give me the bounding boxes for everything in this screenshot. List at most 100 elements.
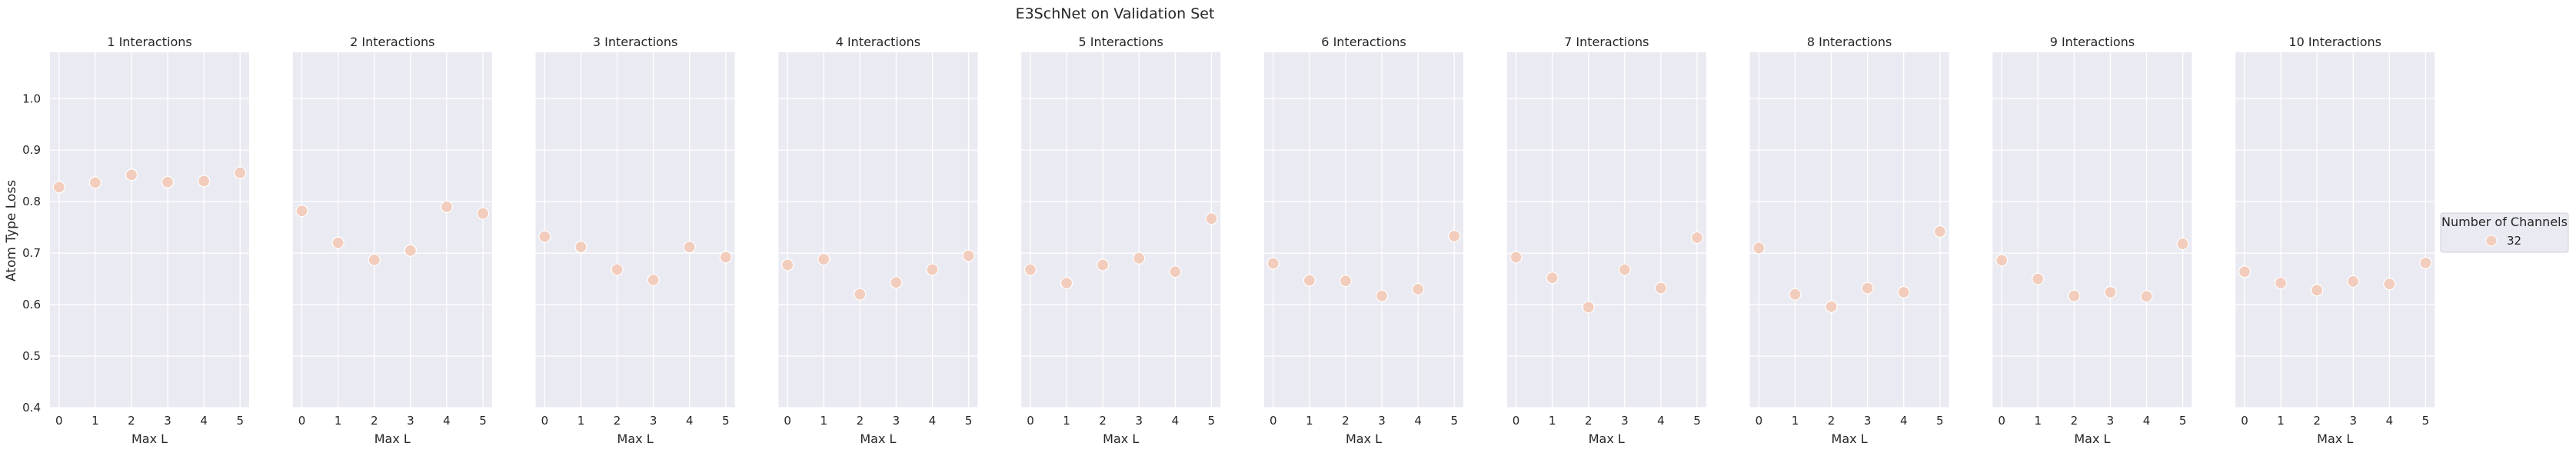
x-tick-label: 5 (479, 414, 487, 428)
legend-entry-label: 32 (2507, 234, 2521, 248)
data-point (440, 200, 454, 213)
x-tick-label: 1 (92, 414, 99, 428)
x-tick-label: 2 (1828, 414, 1835, 428)
data-point (962, 249, 975, 262)
data-point (1861, 281, 1874, 295)
x-axis-label: Max L (860, 431, 896, 446)
x-tick-label: 0 (1027, 414, 1034, 428)
y-tick-label: 0.8 (22, 195, 41, 208)
data-point (295, 205, 308, 218)
facet-panel-10: 10 Interactions 0 1 2 3 4 5 Max L (2235, 35, 2435, 446)
plot-area (1992, 52, 2192, 408)
data-point (1825, 300, 1838, 313)
data-point (1582, 301, 1595, 314)
x-tick-label: 0 (2241, 414, 2248, 428)
data-point (1752, 241, 1766, 255)
plot-area (535, 52, 735, 408)
x-tick-label: 0 (784, 414, 791, 428)
x-tick-label: 0 (1756, 414, 1763, 428)
plot-area (1264, 52, 1463, 408)
x-tick-label: 4 (686, 414, 694, 428)
x-tick-label: 0 (298, 414, 306, 428)
data-point (2347, 275, 2360, 288)
panel-title: 7 Interactions (1564, 35, 1649, 49)
data-point (2032, 272, 2045, 285)
x-tick-label: 4 (200, 414, 208, 428)
panel-title: 4 Interactions (836, 35, 920, 49)
data-point (538, 230, 551, 243)
data-point (890, 276, 903, 289)
data-point (1133, 251, 1146, 265)
x-tick-label: 3 (893, 414, 900, 428)
x-axis-label: Max L (1832, 431, 1868, 446)
x-tick-label: 5 (722, 414, 730, 428)
data-point (1303, 274, 1316, 287)
data-point (854, 288, 867, 301)
y-axis-label: Atom Type Loss (4, 180, 19, 281)
x-tick-label: 1 (1063, 414, 1070, 428)
x-tick-label: 1 (2277, 414, 2285, 428)
plot-area (1749, 52, 1949, 408)
data-point (817, 253, 830, 266)
x-tick-label: 3 (2107, 414, 2115, 428)
facet-panel-1: 1 Interactions 0 1 2 3 4 5 Max L 0.4 0.5 0.6 0.7 0.8… (22, 35, 249, 446)
facet-panel-8: 8 Interactions 0 1 2 3 4 5 Max L (1749, 35, 1949, 446)
data-point (1023, 263, 1037, 276)
data-point (926, 263, 939, 276)
data-point (611, 263, 624, 276)
legend: Number of Channels 32 (2440, 212, 2569, 253)
x-tick-label: 5 (2422, 414, 2430, 428)
data-point (2311, 284, 2324, 297)
x-axis-label: Max L (1346, 431, 1382, 446)
x-tick-label: 5 (1450, 414, 1458, 428)
x-tick-label: 2 (371, 414, 378, 428)
data-point (1412, 282, 1425, 296)
x-axis-label: Max L (1103, 431, 1139, 446)
facet-panel-3: 3 Interactions 0 1 2 3 4 5 Max L (535, 35, 735, 446)
data-point (1097, 258, 1110, 271)
x-tick-label: 1 (577, 414, 585, 428)
legend-box (2440, 212, 2569, 253)
data-point (234, 166, 247, 179)
x-tick-label: 1 (334, 414, 342, 428)
data-point (1339, 275, 1353, 288)
data-point (1169, 265, 1182, 278)
data-point (1897, 285, 1910, 299)
x-tick-label: 1 (2034, 414, 2042, 428)
x-tick-label: 1 (1306, 414, 1313, 428)
plot-area (1506, 52, 1706, 408)
x-tick-label: 3 (2349, 414, 2357, 428)
x-axis-label: Max L (2074, 431, 2110, 446)
data-point (2104, 285, 2117, 299)
data-point (574, 240, 587, 254)
x-tick-label: 3 (164, 414, 171, 428)
x-tick-label: 3 (1378, 414, 1386, 428)
panel-title: 10 Interactions (2288, 35, 2381, 49)
x-tick-label: 2 (1585, 414, 1593, 428)
data-point (719, 251, 732, 264)
panel-title: 3 Interactions (593, 35, 677, 49)
data-point (198, 175, 211, 188)
facet-panel-9: 9 Interactions 0 1 2 3 4 5 Max L (1992, 35, 2192, 446)
facet-panel-6: 6 Interactions 0 1 2 3 4 5 Max L (1264, 35, 1463, 446)
data-point (2274, 276, 2288, 290)
data-point (2068, 289, 2081, 302)
figure-title: E3SchNet on Validation Set (1016, 5, 1215, 22)
x-tick-label: 2 (2071, 414, 2078, 428)
x-tick-label: 3 (650, 414, 657, 428)
legend-title: Number of Channels (2441, 215, 2568, 229)
panel-title: 9 Interactions (2050, 35, 2135, 49)
data-point (683, 240, 696, 254)
data-point (647, 273, 660, 287)
data-point (404, 244, 417, 257)
data-point (2238, 265, 2252, 278)
x-axis-label: Max L (2317, 431, 2353, 446)
x-tick-label: 5 (1936, 414, 1944, 428)
panel-title: 2 Interactions (350, 35, 434, 49)
plot-area (292, 52, 492, 408)
x-tick-label: 0 (541, 414, 549, 428)
x-tick-label: 4 (1414, 414, 1422, 428)
y-tick-label: 0.9 (22, 143, 41, 157)
y-tick-label: 0.6 (22, 298, 41, 311)
